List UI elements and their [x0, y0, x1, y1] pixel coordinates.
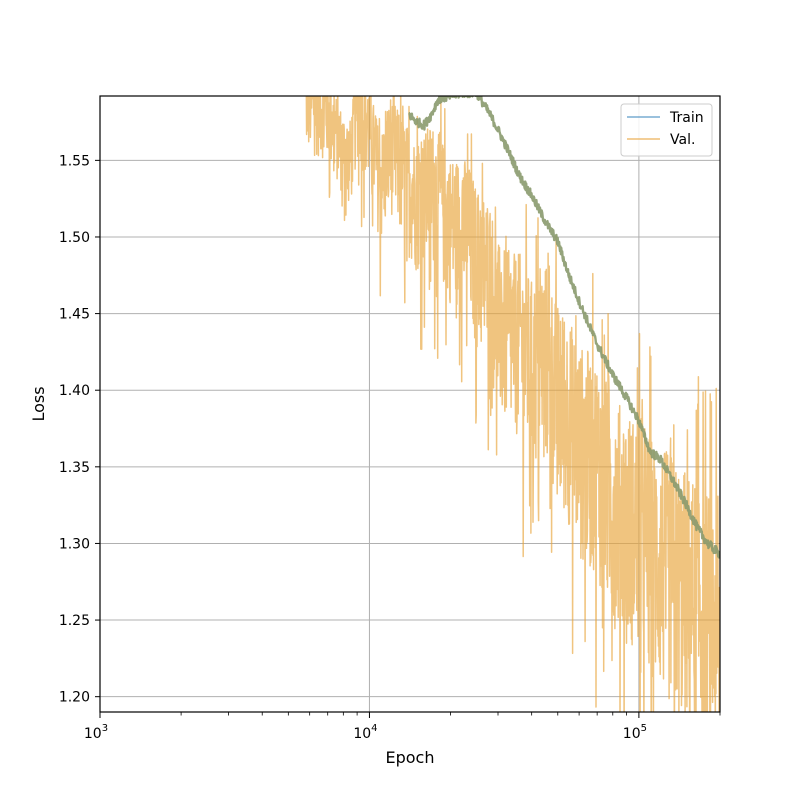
y-tick-label: 1.25	[59, 613, 90, 629]
y-tick-label: 1.35	[59, 460, 90, 476]
val-series	[305, 96, 720, 712]
y-tick-label: 1.30	[59, 536, 90, 552]
x-axis-title: Epoch	[386, 748, 435, 767]
y-axis-title: Loss	[29, 386, 48, 421]
y-tick-label: 1.50	[59, 230, 90, 246]
y-tick-label: 1.20	[59, 690, 90, 706]
legend: Train Val.	[620, 103, 713, 157]
train-series	[408, 96, 720, 559]
legend-val-label: Val.	[670, 132, 695, 148]
train-line	[408, 96, 720, 559]
val-line	[305, 96, 720, 712]
y-tick-label: 1.45	[59, 307, 90, 323]
x-axis-ticks: 103 104 105	[84, 712, 721, 742]
y-tick-label: 1.55	[59, 153, 90, 169]
plot-area	[305, 96, 720, 712]
y-axis-ticks: 1.20 1.25 1.30 1.35 1.40 1.45 1.50 1.55	[59, 153, 100, 706]
plot-frame	[99, 95, 721, 713]
legend-train-label: Train	[669, 110, 704, 126]
y-tick-label: 1.40	[59, 383, 90, 399]
